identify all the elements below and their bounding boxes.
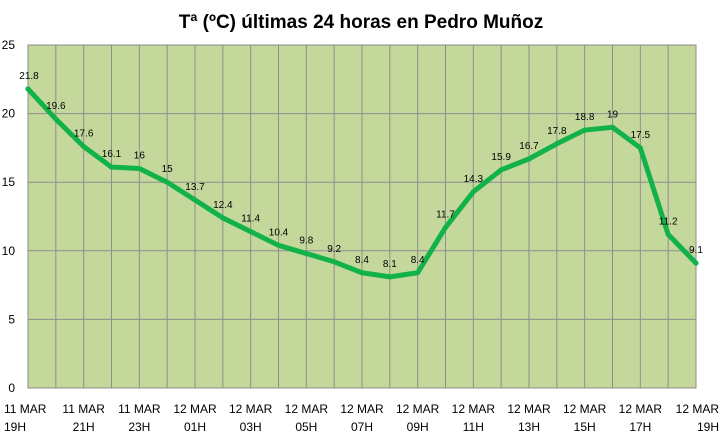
- x-tick-label-date: 12 MAR: [507, 402, 551, 416]
- x-tick-label-date: 11 MAR: [62, 402, 105, 416]
- data-label: 8.4: [355, 255, 369, 266]
- data-point: [359, 270, 365, 276]
- data-point: [276, 242, 281, 248]
- data-point: [498, 167, 504, 173]
- data-label: 19.6: [46, 101, 66, 112]
- data-point: [220, 215, 226, 221]
- data-point: [443, 224, 448, 230]
- x-tick-label-hour: 17H: [629, 420, 651, 434]
- data-label: 21.8: [19, 71, 39, 82]
- data-point: [610, 124, 615, 130]
- data-point: [248, 229, 254, 235]
- data-label: 16: [134, 150, 146, 161]
- data-point: [637, 145, 643, 151]
- x-tick-label-date: 12 MAR: [676, 402, 720, 416]
- data-labels: 21.8 19.6 17.6 16.1 16 15 13.7 12.4 11.4 10.4 9.8 9…: [19, 71, 703, 270]
- x-tick-label-hour: 03H: [240, 420, 262, 434]
- y-tick-label: 20: [2, 107, 16, 121]
- data-point: [303, 251, 309, 257]
- data-point: [192, 197, 198, 203]
- x-tick-label-hour: 23H: [128, 420, 150, 434]
- data-point: [693, 260, 699, 266]
- x-tick-label-hour: 05H: [295, 420, 317, 434]
- data-point: [470, 189, 476, 195]
- gridlines: [27, 44, 697, 389]
- data-label: 15.9: [491, 152, 511, 163]
- data-label: 9.2: [327, 244, 341, 255]
- y-axis: 0 5 10 15 20 25: [2, 38, 16, 395]
- y-tick-label: 5: [8, 312, 15, 326]
- data-label: 8.1: [383, 259, 397, 270]
- data-point: [25, 86, 31, 92]
- data-point: [582, 127, 588, 133]
- x-tick-label-hour: 11H: [463, 420, 484, 434]
- data-label: 17.8: [547, 126, 567, 137]
- data-label: 16.1: [102, 149, 122, 160]
- data-label: 16.7: [519, 141, 539, 152]
- x-tick-label-date: 12 MAR: [452, 402, 496, 416]
- data-point: [387, 274, 393, 280]
- data-label: 17.6: [74, 129, 94, 140]
- x-tick-label-hour: 07H: [351, 420, 373, 434]
- data-point: [415, 270, 421, 276]
- x-tick-label-date: 12 MAR: [619, 402, 663, 416]
- x-tick-label-date: 12 MAR: [229, 402, 273, 416]
- x-tick-label-date: 11 MAR: [118, 402, 161, 416]
- data-label: 9.1: [689, 245, 703, 256]
- x-tick-label-hour: 15H: [574, 420, 596, 434]
- x-tick-label-date: 11 MAR: [4, 402, 47, 416]
- y-tick-label: 0: [8, 381, 15, 395]
- x-tick-label-hour: 13H: [518, 420, 540, 434]
- x-tick-label-date: 12 MAR: [396, 402, 440, 416]
- data-point: [526, 156, 532, 162]
- data-label: 9.8: [299, 236, 313, 247]
- data-point: [164, 179, 170, 185]
- x-tick-label-hour: 21H: [73, 420, 95, 434]
- data-point: [109, 164, 114, 170]
- data-label: 10.4: [269, 227, 289, 238]
- x-tick-label-hour: 19H: [697, 420, 719, 434]
- x-tick-label-hour: 19H: [4, 420, 26, 434]
- data-point: [554, 141, 560, 147]
- data-label: 11.4: [241, 214, 260, 225]
- data-label: 18.8: [575, 112, 595, 123]
- data-point: [665, 231, 671, 237]
- x-tick-label-hour: 09H: [407, 420, 429, 434]
- data-label: 17.5: [631, 130, 651, 141]
- x-tick-label-date: 12 MAR: [285, 402, 329, 416]
- y-tick-label: 15: [2, 175, 16, 189]
- x-tick-label-hour: 01H: [184, 420, 206, 434]
- data-label: 14.3: [464, 174, 484, 185]
- data-point: [136, 165, 142, 171]
- data-point: [81, 144, 87, 150]
- data-label: 11.2: [659, 216, 678, 227]
- data-label: 15: [162, 164, 174, 175]
- data-label: 19: [607, 109, 619, 120]
- x-tick-label-date: 12 MAR: [340, 402, 384, 416]
- data-label: 8.4: [411, 255, 425, 266]
- x-axis: 11 MAR 19H 11 MAR 21H 11 MAR 23H 12 MAR 01H 12 M…: [4, 402, 719, 434]
- y-tick-label: 10: [2, 244, 16, 258]
- data-point: [53, 116, 59, 122]
- data-label: 12.4: [213, 200, 233, 211]
- x-tick-label-date: 12 MAR: [173, 402, 217, 416]
- data-points: [25, 86, 699, 280]
- data-point: [331, 259, 337, 265]
- data-label: 11.7: [436, 209, 455, 220]
- chart-title: Tª (ºC) últimas 24 horas en Pedro Muñoz: [179, 12, 543, 33]
- y-tick-label: 25: [2, 38, 16, 52]
- x-tick-label-date: 12 MAR: [563, 402, 607, 416]
- data-label: 13.7: [185, 182, 205, 193]
